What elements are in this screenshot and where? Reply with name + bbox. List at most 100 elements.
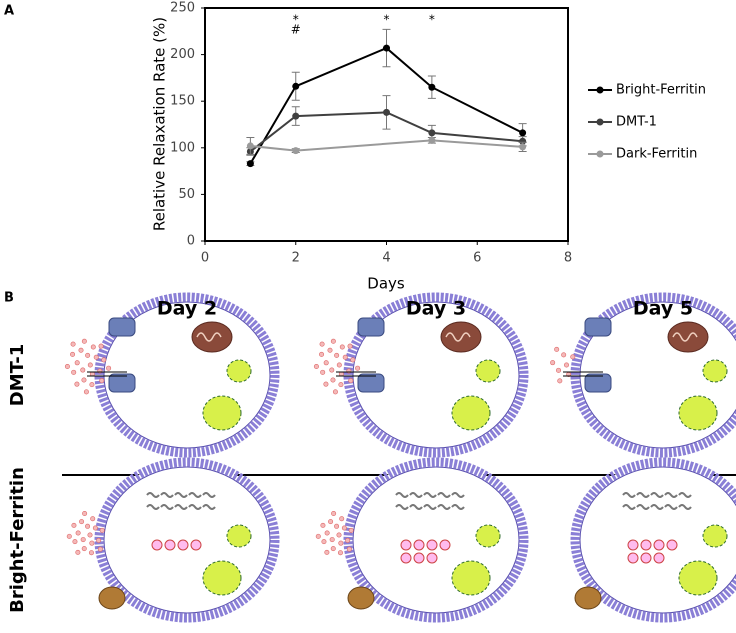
- iron: [329, 367, 335, 373]
- vesicle: [202, 560, 242, 596]
- annotation: *: [429, 13, 435, 27]
- vesicle: [226, 359, 252, 383]
- ferritin-shell: [622, 504, 636, 510]
- iron: [338, 540, 344, 546]
- iron: [350, 357, 356, 363]
- y-tick-label: 50: [178, 187, 195, 202]
- vesicle: [702, 524, 728, 548]
- y-tick-label: 150: [170, 94, 195, 109]
- iron: [338, 382, 344, 388]
- membrane-inner: [103, 466, 271, 614]
- iron: [78, 347, 84, 353]
- point: [246, 160, 254, 168]
- panel-label: B: [4, 291, 14, 306]
- ferritin-loaded: [653, 539, 665, 551]
- point: [292, 112, 300, 120]
- vesicle: [226, 524, 252, 548]
- iron: [66, 533, 72, 539]
- iron: [64, 363, 70, 369]
- ferritin-shell: [160, 492, 174, 498]
- ferritin-shell: [409, 504, 423, 510]
- iron: [101, 357, 107, 363]
- annotation: #: [291, 23, 301, 37]
- x-tick-label: 6: [473, 251, 481, 266]
- ferritin-loaded: [164, 539, 176, 551]
- iron: [85, 523, 91, 529]
- transporter: [98, 586, 126, 610]
- iron: [323, 360, 329, 366]
- ferritin-shell: [650, 492, 664, 498]
- iron: [97, 368, 103, 374]
- iron: [97, 546, 103, 552]
- ferritin-loaded: [426, 552, 438, 564]
- iron: [70, 341, 76, 347]
- iron: [342, 354, 348, 360]
- iron: [89, 540, 95, 546]
- membrane-inner: [352, 301, 520, 449]
- iron: [70, 351, 76, 357]
- ferritin-shell: [174, 492, 188, 498]
- ferritin-loaded: [627, 539, 639, 551]
- iron: [348, 378, 354, 384]
- iron: [319, 351, 325, 357]
- vesicle: [202, 395, 242, 431]
- column-title: Day 2: [157, 298, 217, 320]
- iron: [81, 377, 87, 383]
- iron: [99, 378, 105, 384]
- legend-swatch: [596, 86, 604, 94]
- iron: [83, 389, 89, 395]
- iron: [339, 344, 345, 350]
- iron: [75, 549, 81, 555]
- dmt1-channel: [584, 317, 612, 337]
- ferritin-shell: [437, 504, 451, 510]
- cristae: [672, 332, 698, 342]
- legend-swatch: [596, 118, 604, 126]
- membrane-inner: [579, 301, 736, 449]
- vesicle: [702, 359, 728, 383]
- column-title: Day 3: [406, 298, 466, 320]
- transporter: [574, 586, 602, 610]
- iron: [81, 338, 87, 344]
- iron: [79, 519, 85, 525]
- ferritin-loaded: [439, 539, 451, 551]
- iron: [90, 344, 96, 350]
- diagram: [64, 292, 736, 623]
- iron: [341, 525, 347, 531]
- cristae: [196, 332, 222, 342]
- iron: [347, 343, 353, 349]
- iron: [92, 525, 98, 531]
- ferritin-shell: [678, 492, 692, 498]
- iron: [313, 363, 319, 369]
- mitochondrion: [440, 321, 482, 353]
- ferritin-shell: [664, 492, 678, 498]
- iron: [332, 389, 338, 395]
- iron: [329, 537, 335, 543]
- iron: [82, 511, 88, 517]
- membrane-inner: [352, 466, 520, 614]
- ferritin-shell: [146, 492, 160, 498]
- point: [428, 136, 436, 144]
- iron: [87, 532, 93, 538]
- vesicle: [451, 560, 491, 596]
- iron: [85, 352, 91, 358]
- point: [383, 44, 390, 52]
- ferritin-shell: [437, 492, 451, 498]
- y-tick-label: 0: [187, 234, 195, 249]
- ferritin-shell: [160, 504, 174, 510]
- ferritin-loaded: [640, 539, 652, 551]
- legend-label: Bright-Ferritin: [616, 83, 706, 98]
- iron: [321, 539, 327, 545]
- legend-swatch: [596, 150, 604, 158]
- ferritin-shell: [650, 504, 664, 510]
- y-tick-label: 100: [170, 140, 195, 155]
- annotation: *: [293, 13, 299, 27]
- iron: [319, 341, 325, 347]
- mitochondrion: [191, 321, 233, 353]
- iron: [324, 530, 330, 536]
- ferritin-shell: [451, 492, 465, 498]
- iron: [81, 546, 87, 552]
- column-title: Day 5: [633, 298, 693, 320]
- iron: [72, 539, 78, 545]
- iron: [87, 362, 93, 368]
- iron: [96, 537, 102, 543]
